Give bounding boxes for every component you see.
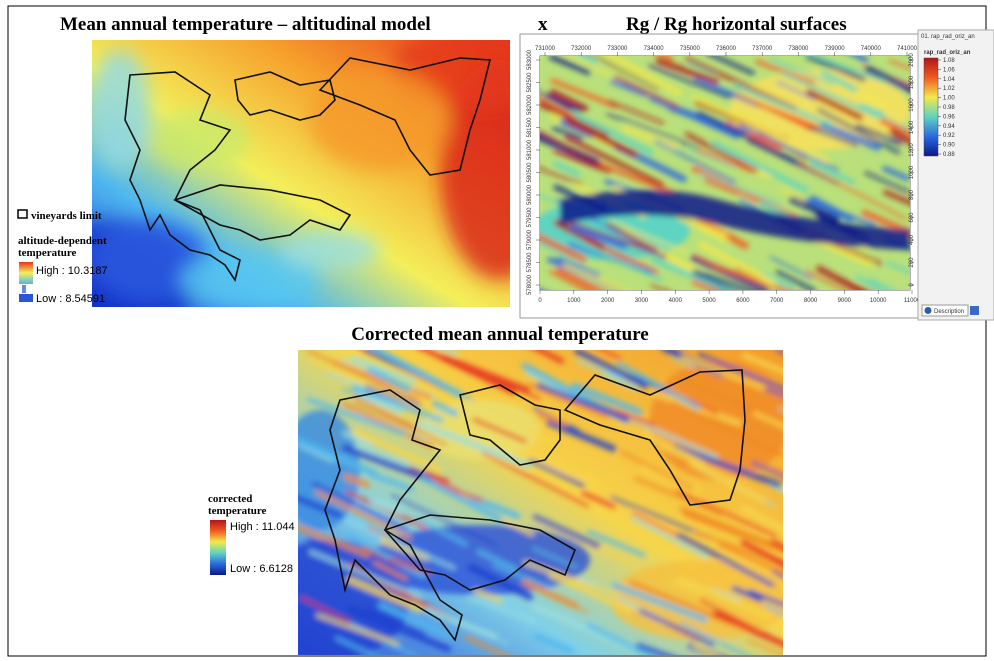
legend-title: corrected [208, 493, 252, 505]
tick-label: 7000 [770, 298, 784, 304]
tick-label: 735000 [680, 46, 701, 52]
button-label: Description [934, 309, 964, 315]
tick-label: 2000 [909, 53, 915, 67]
tick-label: 1.08 [943, 58, 955, 64]
panel-title: Rg / Rg horizontal surfaces [626, 14, 847, 35]
tick-label: 579000 [527, 229, 533, 250]
tick-label: 1600 [909, 98, 915, 112]
legend-low: Low : 8.54591 [36, 293, 105, 305]
tick-label: 3000 [635, 298, 649, 304]
tick-label: 1400 [909, 120, 915, 134]
legend-swatch [22, 285, 26, 293]
tick-label: 734000 [644, 46, 665, 52]
legend-low: Low : 6.6128 [230, 563, 293, 575]
tick-label: 400 [909, 234, 915, 245]
tick-label: 0.96 [943, 114, 955, 120]
texture-streak [773, 542, 848, 580]
legend-swatch [19, 262, 33, 284]
tick-label: 581000 [527, 139, 533, 160]
legend-outline-icon [18, 210, 27, 218]
tick-label: 0.94 [943, 124, 955, 130]
texture-blob [280, 230, 380, 270]
tick-label: 800 [909, 189, 915, 200]
tick-label: 1.04 [943, 77, 955, 83]
tick-label: 737000 [752, 46, 773, 52]
info-icon [925, 307, 932, 314]
tick-label: 739000 [825, 46, 846, 52]
tick-label: 578000 [527, 274, 533, 295]
tick-label: 580000 [527, 184, 533, 205]
tick-label: 578500 [527, 252, 533, 273]
tick-label: 579500 [527, 207, 533, 228]
tick-label: 1.06 [943, 67, 955, 73]
tick-label: 582000 [527, 94, 533, 115]
tick-label: 200 [909, 257, 915, 268]
texture-blob [280, 410, 360, 530]
legend-title: temperature [18, 247, 77, 259]
tick-label: 1200 [909, 143, 915, 157]
tick-label: 600 [909, 212, 915, 223]
tick-label: 1.02 [943, 86, 955, 92]
tick-label: 0.90 [943, 143, 955, 149]
colorbar-title: rap_rad_oriz_an [924, 50, 971, 56]
tick-label: 0.88 [943, 152, 955, 158]
tick-label: 583000 [527, 49, 533, 70]
figure: Mean annual temperature – altitudinal mo… [0, 0, 994, 661]
texture-blob [90, 50, 150, 170]
operator: x [538, 14, 548, 35]
tick-label: 736000 [716, 46, 737, 52]
tick-label: 4000 [669, 298, 683, 304]
tick-label: 738000 [788, 46, 809, 52]
legend-swatch [19, 294, 33, 302]
tick-label: 0.98 [943, 105, 955, 111]
tick-label: 2000 [601, 298, 615, 304]
tick-label: 733000 [607, 46, 628, 52]
tick-label: 1800 [909, 75, 915, 89]
legend-title: temperature [208, 505, 267, 517]
legend-title: altitude-dependent [18, 235, 107, 247]
texture-streak [774, 571, 876, 621]
tick-label: 741000 [897, 46, 918, 52]
colorbar [924, 58, 938, 156]
panel-title: Corrected mean annual temperature [351, 324, 648, 345]
tick-label: 1.00 [943, 96, 955, 102]
legend-high: High : 10.3187 [36, 265, 108, 277]
tick-label: 1000 [909, 165, 915, 179]
tick-label: 8000 [804, 298, 818, 304]
texture-streak [779, 408, 836, 433]
panel-title: Mean annual temperature – altitudinal mo… [60, 14, 431, 35]
tick-label: 1000 [567, 298, 581, 304]
tick-label: 580500 [527, 162, 533, 183]
tick-label: 732000 [571, 46, 592, 52]
window-title: 01. rap_rad_oriz_an [921, 34, 975, 40]
legend-swatch [210, 520, 226, 575]
corrected-map [250, 340, 876, 661]
tick-label: 0.92 [943, 133, 955, 139]
tick-label: 731000 [535, 46, 556, 52]
tick-label: 9000 [838, 298, 852, 304]
tick-label: 10000 [870, 298, 887, 304]
tick-label: 581500 [527, 117, 533, 138]
tick-label: 5000 [702, 298, 716, 304]
texture-streak [775, 559, 857, 593]
tick-label: 740000 [861, 46, 882, 52]
texture-streak [777, 349, 870, 391]
tick-label: 6000 [736, 298, 750, 304]
legend-label: vineyards limit [31, 210, 102, 222]
tick-label: 582500 [527, 72, 533, 93]
legend-high: High : 11.044 [230, 521, 295, 533]
panel-icon[interactable] [970, 306, 979, 315]
